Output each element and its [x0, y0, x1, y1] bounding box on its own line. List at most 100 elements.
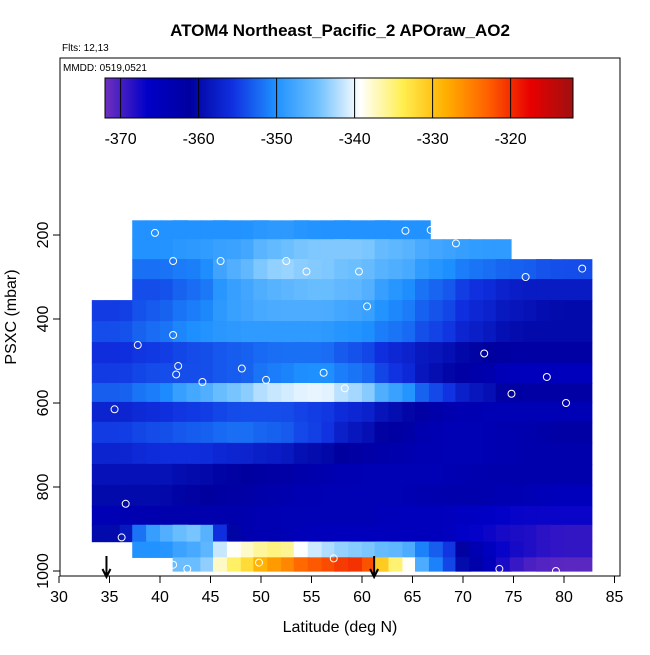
heatmap-cell — [91, 484, 107, 507]
heatmap-cell — [307, 239, 323, 260]
heatmap-cell — [240, 220, 256, 240]
heatmap-cell — [105, 442, 121, 465]
heatmap-cell — [495, 541, 511, 558]
heatmap-cell — [200, 300, 215, 322]
heatmap-cell — [550, 421, 565, 444]
heatmap-cell — [495, 259, 511, 280]
heatmap-cell — [281, 342, 296, 364]
heatmap-cell — [455, 463, 470, 486]
heatmap-cell — [186, 239, 201, 260]
y-axis-label: PSXC (mbar) — [3, 269, 20, 364]
heatmap-cell — [536, 505, 551, 526]
heatmap-cell — [374, 321, 390, 343]
heatmap-cell — [564, 421, 579, 444]
y-tick-label: 800 — [35, 474, 52, 501]
heatmap-cell — [374, 239, 390, 260]
heatmap-cell — [200, 321, 215, 343]
heatmap-cell — [362, 259, 377, 280]
heatmap-cell — [536, 259, 551, 280]
heatmap-cell — [362, 541, 377, 558]
heatmap-cell — [281, 557, 296, 572]
heatmap-cell — [348, 321, 363, 343]
x-tick-label: 65 — [404, 589, 422, 606]
profile-point — [354, 267, 363, 276]
heatmap-cell — [564, 342, 579, 364]
heatmap-cell — [200, 342, 215, 364]
heatmap-cell — [362, 463, 377, 486]
heatmap-cell — [388, 383, 403, 403]
heatmap-cell — [550, 383, 565, 403]
heatmap-cell — [253, 505, 268, 526]
heatmap-cell — [455, 524, 470, 543]
heatmap-cell — [253, 524, 268, 543]
heatmap-cell — [334, 239, 349, 260]
heatmap-cell — [483, 279, 498, 301]
heatmap-cell — [536, 484, 551, 507]
heatmap-cell — [442, 401, 458, 423]
heatmap-cell — [495, 463, 511, 486]
heatmap-cell — [523, 505, 539, 526]
heatmap-cell — [536, 401, 551, 423]
heatmap-cell — [334, 421, 349, 444]
heatmap-cell — [483, 541, 498, 558]
heatmap-cell — [186, 557, 201, 572]
heatmap-cell — [428, 401, 444, 423]
heatmap-cell — [307, 300, 323, 322]
x-tick-label: 50 — [252, 589, 270, 606]
heatmap-cell — [334, 484, 349, 507]
heatmap-cell — [402, 463, 417, 486]
heatmap-cell — [402, 442, 417, 465]
heatmap-cell — [348, 363, 363, 384]
heatmap-cell — [105, 383, 121, 403]
heatmap-cell — [428, 259, 444, 280]
heatmap-cell — [428, 342, 444, 364]
heatmap-cell — [550, 524, 565, 543]
heatmap-cell — [160, 279, 175, 301]
heatmap-cell — [240, 383, 256, 403]
heatmap-cell — [415, 541, 430, 558]
heatmap-cell — [428, 279, 444, 301]
heatmap-cell — [146, 401, 161, 423]
heatmap-cell — [442, 442, 458, 465]
heatmap-cell — [374, 342, 390, 364]
heatmap-cell — [253, 259, 268, 280]
heatmap-cell — [469, 239, 484, 260]
heatmap-cell — [483, 524, 498, 543]
heatmap-cell — [536, 363, 551, 384]
heatmap-cell — [402, 220, 417, 240]
heatmap-cell — [213, 442, 228, 465]
heatmap-cell — [348, 220, 363, 240]
heatmap-cell — [442, 505, 458, 526]
heatmap-cell — [186, 279, 201, 301]
heatmap-cell — [172, 383, 188, 403]
profile-point — [254, 558, 263, 567]
heatmap-cell — [253, 484, 268, 507]
heatmap-cell — [226, 300, 242, 322]
heatmap-cell — [362, 239, 377, 260]
heatmap-cell — [160, 463, 175, 486]
heatmap-cell — [160, 442, 175, 465]
heatmap-cell — [495, 557, 511, 572]
heatmap-cell — [374, 220, 390, 240]
heatmap-cell — [119, 300, 135, 322]
heatmap-cell — [374, 524, 390, 543]
heatmap-cell — [348, 300, 363, 322]
heatmap-cell — [483, 342, 498, 364]
profile-point — [117, 533, 126, 542]
heatmap-cell — [186, 484, 201, 507]
heatmap-cell — [132, 505, 147, 526]
heatmap-cell — [509, 505, 525, 526]
heatmap-cell — [442, 421, 458, 444]
profile-point — [480, 349, 489, 358]
heatmap-cell — [119, 363, 135, 384]
heatmap-cell — [483, 383, 498, 403]
heatmap-cell — [495, 421, 511, 444]
heatmap-cell — [213, 383, 228, 403]
heatmap-cell — [91, 321, 107, 343]
profile-point — [121, 499, 130, 508]
heatmap-cell — [281, 220, 296, 240]
heatmap-cell — [267, 557, 282, 572]
heatmap-cell — [564, 321, 579, 343]
heatmap-cell — [160, 239, 175, 260]
flights-label: Flts: 12,13 — [62, 43, 109, 54]
